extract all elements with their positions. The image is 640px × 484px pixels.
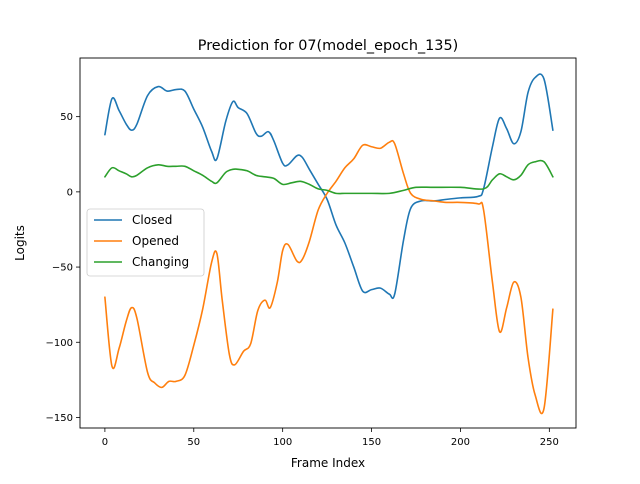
x-tick-label: 250: [540, 437, 559, 448]
y-tick-label: 50: [60, 112, 73, 123]
plot-lines: [104, 73, 554, 415]
legend-label-closed: Closed: [132, 213, 172, 227]
legend-label-changing: Changing: [132, 255, 189, 269]
y-tick-label: 0: [67, 187, 73, 198]
series-line-opened: [104, 139, 554, 415]
y-tick-label: −150: [46, 413, 73, 424]
x-tick-label: 0: [102, 437, 108, 448]
x-tick-label: 200: [451, 437, 470, 448]
legend: Closed Opened Changing: [86, 208, 205, 277]
y-axis-label: Logits: [13, 225, 27, 261]
legend-label-opened: Opened: [132, 234, 179, 248]
plot-frame: [79, 57, 577, 429]
chart-title: Prediction for 07(model_epoch_135): [198, 38, 458, 54]
legend-box: [86, 208, 205, 277]
x-tick-label: 50: [187, 437, 200, 448]
x-tick-label: 150: [362, 437, 381, 448]
axis-ticks: 0 50 100 150 200 250 −150 −100 −50 0 50: [46, 112, 559, 448]
x-tick-label: 100: [273, 437, 292, 448]
y-tick-label: −100: [46, 338, 73, 349]
x-axis-label: Frame Index: [291, 456, 365, 470]
series-line-changing: [104, 159, 554, 195]
y-tick-label: −50: [52, 263, 73, 274]
